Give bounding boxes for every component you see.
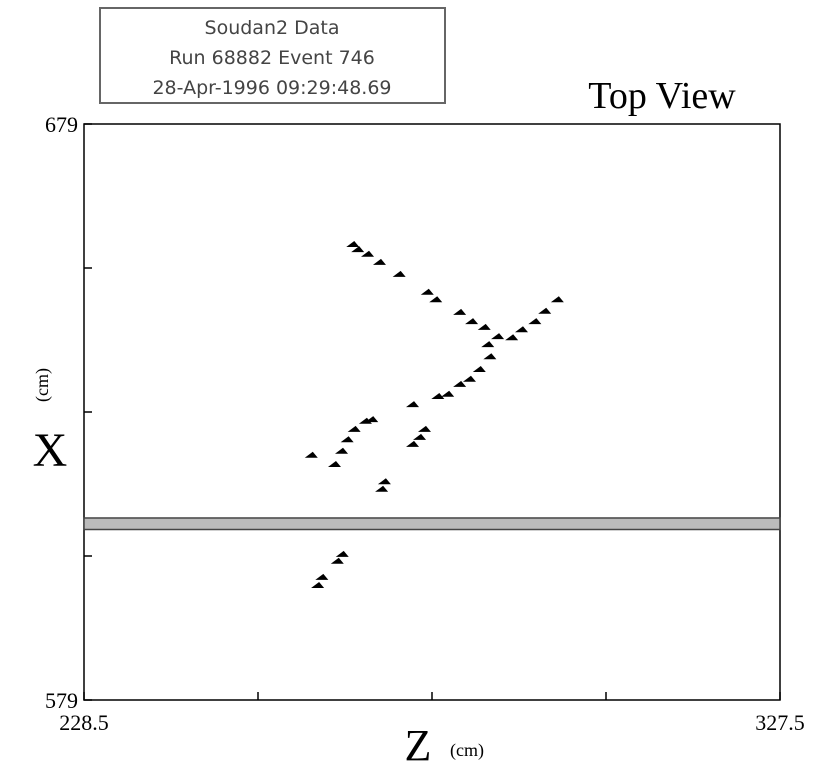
hit bbox=[413, 434, 426, 440]
hit bbox=[421, 289, 434, 295]
hit bbox=[473, 366, 486, 372]
hit bbox=[441, 391, 454, 397]
hit bbox=[481, 341, 494, 347]
hit bbox=[341, 436, 354, 442]
hit bbox=[538, 308, 551, 314]
x-tick-label: 327.5 bbox=[755, 710, 805, 735]
y-tick-label: 579 bbox=[45, 688, 78, 713]
hit bbox=[328, 461, 341, 467]
hit bbox=[463, 376, 476, 382]
x-tick-label: 228.5 bbox=[59, 710, 109, 735]
gap-band bbox=[84, 518, 780, 530]
hit bbox=[505, 334, 518, 340]
hit bbox=[311, 582, 324, 588]
hit bbox=[491, 333, 504, 339]
y-axis-label: X bbox=[33, 424, 68, 477]
info-line: 28-Apr-1996 09:29:48.69 bbox=[152, 77, 391, 99]
hit bbox=[348, 426, 361, 432]
hit bbox=[483, 353, 496, 359]
hit bbox=[305, 452, 318, 458]
hit bbox=[453, 381, 466, 387]
hit bbox=[331, 558, 344, 564]
hit bbox=[406, 441, 419, 447]
hit bbox=[375, 486, 388, 492]
hit bbox=[335, 448, 348, 454]
hit bbox=[465, 318, 478, 324]
hit bbox=[429, 296, 442, 302]
info-line: Soudan2 Data bbox=[205, 17, 340, 39]
x-axis-label: Z bbox=[405, 721, 432, 766]
hit bbox=[528, 318, 541, 324]
y-tick-label: 679 bbox=[45, 112, 78, 137]
hit bbox=[406, 401, 419, 407]
hit bbox=[453, 309, 466, 315]
chart-title: Top View bbox=[588, 75, 736, 117]
hit bbox=[551, 296, 564, 302]
hit bbox=[351, 246, 364, 252]
hit bbox=[346, 241, 359, 247]
hit bbox=[393, 271, 406, 277]
hit bbox=[515, 326, 528, 332]
hit bbox=[418, 426, 431, 432]
info-line: Run 68882 Event 746 bbox=[169, 47, 375, 69]
x-axis-unit: (cm) bbox=[450, 740, 484, 761]
hit bbox=[378, 478, 391, 484]
hit bbox=[315, 574, 328, 580]
hit bbox=[373, 259, 386, 265]
y-axis-unit: (cm) bbox=[32, 368, 53, 402]
hit bbox=[336, 551, 349, 557]
plot-frame bbox=[84, 124, 780, 700]
chart: Soudan2 Data Run 68882 Event 746 28-Apr-… bbox=[0, 0, 823, 766]
hit bbox=[478, 324, 491, 330]
